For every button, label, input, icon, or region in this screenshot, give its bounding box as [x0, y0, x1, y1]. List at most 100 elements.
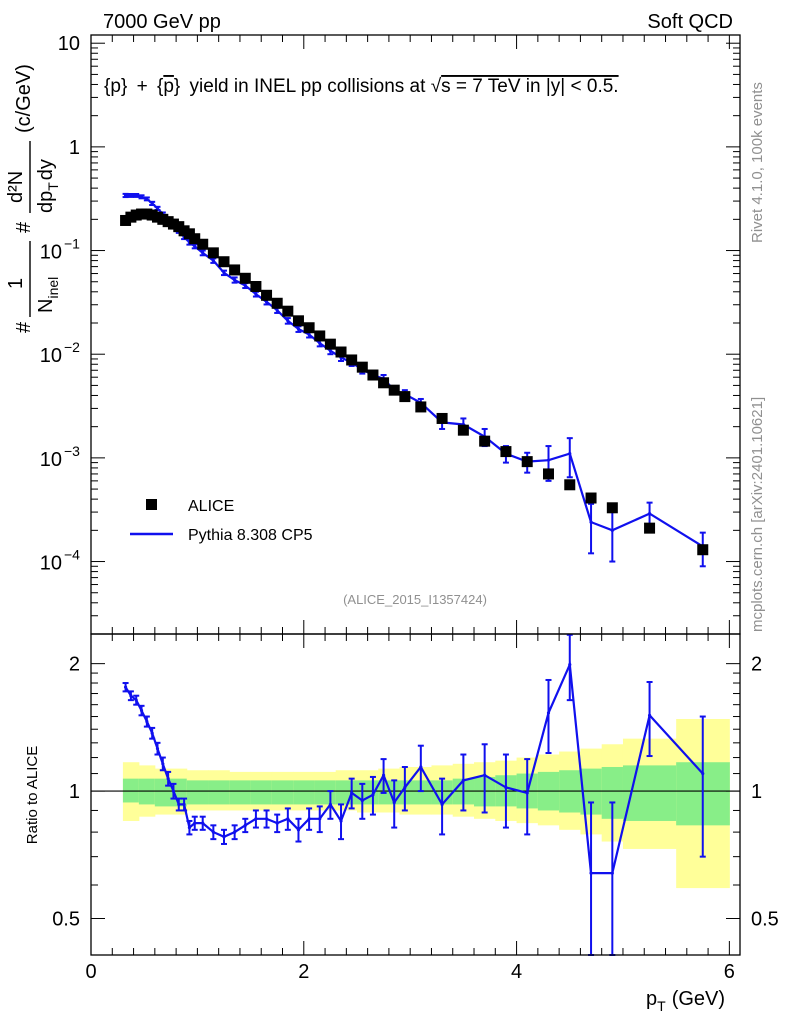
ratio-point: [589, 871, 593, 875]
pythia-point: [201, 251, 205, 255]
alice-point: [271, 297, 283, 309]
pythia-point: [328, 349, 332, 353]
ratio-point: [211, 830, 215, 834]
ratio-panel: 0.5 0.5 1 1 2 2 0 2 4 6 Ratio to ALICE pT (GeV): [24, 633, 779, 1014]
ratio-frame: [90, 633, 741, 956]
main-xaxis: [90, 35, 730, 634]
ylabel-n: N: [35, 299, 57, 313]
pythia-point: [129, 193, 133, 198]
xlabel-p: p: [646, 988, 657, 1010]
pythia-point: [211, 258, 215, 263]
band-green: [250, 780, 273, 805]
alice-point: [207, 247, 219, 259]
ratio-point: [339, 819, 343, 823]
alice-point: [378, 377, 390, 389]
ratio-point: [134, 698, 138, 702]
title-brace-close-2: }: [174, 76, 180, 97]
pythia-point: [286, 319, 290, 323]
title-plus: +: [137, 76, 148, 97]
ratio-ylabel: Ratio to ALICE: [24, 746, 41, 844]
alice-point: [335, 346, 347, 358]
ylabel-n-sub: inel: [45, 277, 61, 299]
main-ytick-label: 10: [40, 553, 62, 575]
alice-point: [457, 424, 469, 436]
alice-point: [346, 354, 358, 366]
ylabel-dy: dy: [35, 159, 57, 180]
band-green: [208, 780, 230, 805]
pythia-point: [275, 308, 279, 312]
alice-point: [697, 544, 709, 556]
main-title: {p} + {p} yield in INEL pp collisions at…: [104, 76, 619, 97]
title-brace-close: }: [121, 76, 127, 97]
legend-label-pythia: Pythia 8.308 CP5: [188, 527, 313, 544]
ratio-ytick-label: 0.5: [52, 909, 80, 931]
alice-point: [250, 280, 262, 292]
alice-point: [436, 412, 448, 424]
alice-point: [500, 446, 512, 458]
ylabel-t-sub: T: [45, 182, 61, 191]
ylabel-one: 1: [5, 278, 27, 289]
ratio-point: [307, 817, 311, 821]
alice-point: [314, 330, 326, 342]
ratio-ytick-label-right: 2: [751, 654, 762, 676]
band-green: [229, 780, 252, 805]
pythia-point: [264, 300, 269, 304]
pythia-point: [589, 520, 593, 524]
band-green: [314, 780, 337, 805]
main-ytick-exponent: −2: [64, 339, 80, 355]
alice-point: [606, 502, 618, 514]
ratio-ytick-label-right: 0.5: [751, 909, 779, 931]
ratio-point: [264, 817, 269, 821]
ratio-ytick-label: 2: [69, 654, 80, 676]
legend-label-alice: ALICE: [188, 498, 234, 515]
ratio-point: [350, 791, 354, 795]
ratio-point: [546, 711, 551, 715]
alice-point: [367, 369, 379, 381]
ratio-point: [139, 708, 144, 713]
svg-text:dpTdy: dpTdy: [35, 159, 61, 213]
ratio-point: [328, 802, 332, 807]
main-series-layer: [120, 192, 709, 568]
main-ylabel: # 1 Ninel # d²N dpTdy (c/GeV): [5, 64, 61, 333]
pythia-point: [546, 458, 551, 462]
ratio-point: [504, 785, 508, 790]
ratio-point: [371, 793, 375, 797]
ratio-point: [419, 765, 423, 769]
alice-point: [282, 305, 294, 317]
ylabel-hash: #: [13, 321, 35, 333]
ratio-point: [318, 817, 322, 821]
ratio-point: [483, 773, 487, 777]
ratio-ytick-label-right: 1: [751, 781, 762, 803]
ratio-point: [525, 791, 529, 795]
pythia-point: [318, 341, 322, 345]
ratio-point: [275, 821, 279, 825]
main-ytick-exponent: −3: [64, 443, 80, 459]
band-green: [186, 780, 209, 805]
alice-point: [644, 522, 656, 534]
ylabel-units: (c/GeV): [13, 64, 35, 133]
alice-point: [542, 468, 554, 480]
ratio-point: [193, 821, 197, 825]
ratio-xaxis: 0 2 4 6: [85, 634, 735, 983]
alice-point: [303, 322, 315, 334]
ratio-point: [403, 785, 407, 790]
alice-point: [399, 391, 411, 403]
ratio-point: [610, 871, 614, 875]
alice-point: [189, 233, 201, 245]
alice-point: [585, 492, 597, 504]
ratio-point: [647, 713, 652, 717]
ylabel-dp: dp: [35, 191, 57, 213]
title-sqrts: s = 7 TeV in |y| < 0.5.: [441, 76, 618, 97]
ratio-point: [243, 823, 247, 827]
alice-point: [229, 264, 241, 276]
ratio-point: [296, 828, 301, 832]
pythia-point: [139, 195, 144, 199]
pythia-point: [647, 512, 652, 516]
title-brace-open: {: [104, 76, 111, 97]
band-green: [601, 766, 624, 819]
legend: ALICE Pythia 8.308 CP5: [130, 498, 313, 544]
ratio-uncertainty-bands: [91, 719, 740, 889]
pythia-point: [568, 451, 572, 456]
ratio-point: [392, 800, 396, 805]
